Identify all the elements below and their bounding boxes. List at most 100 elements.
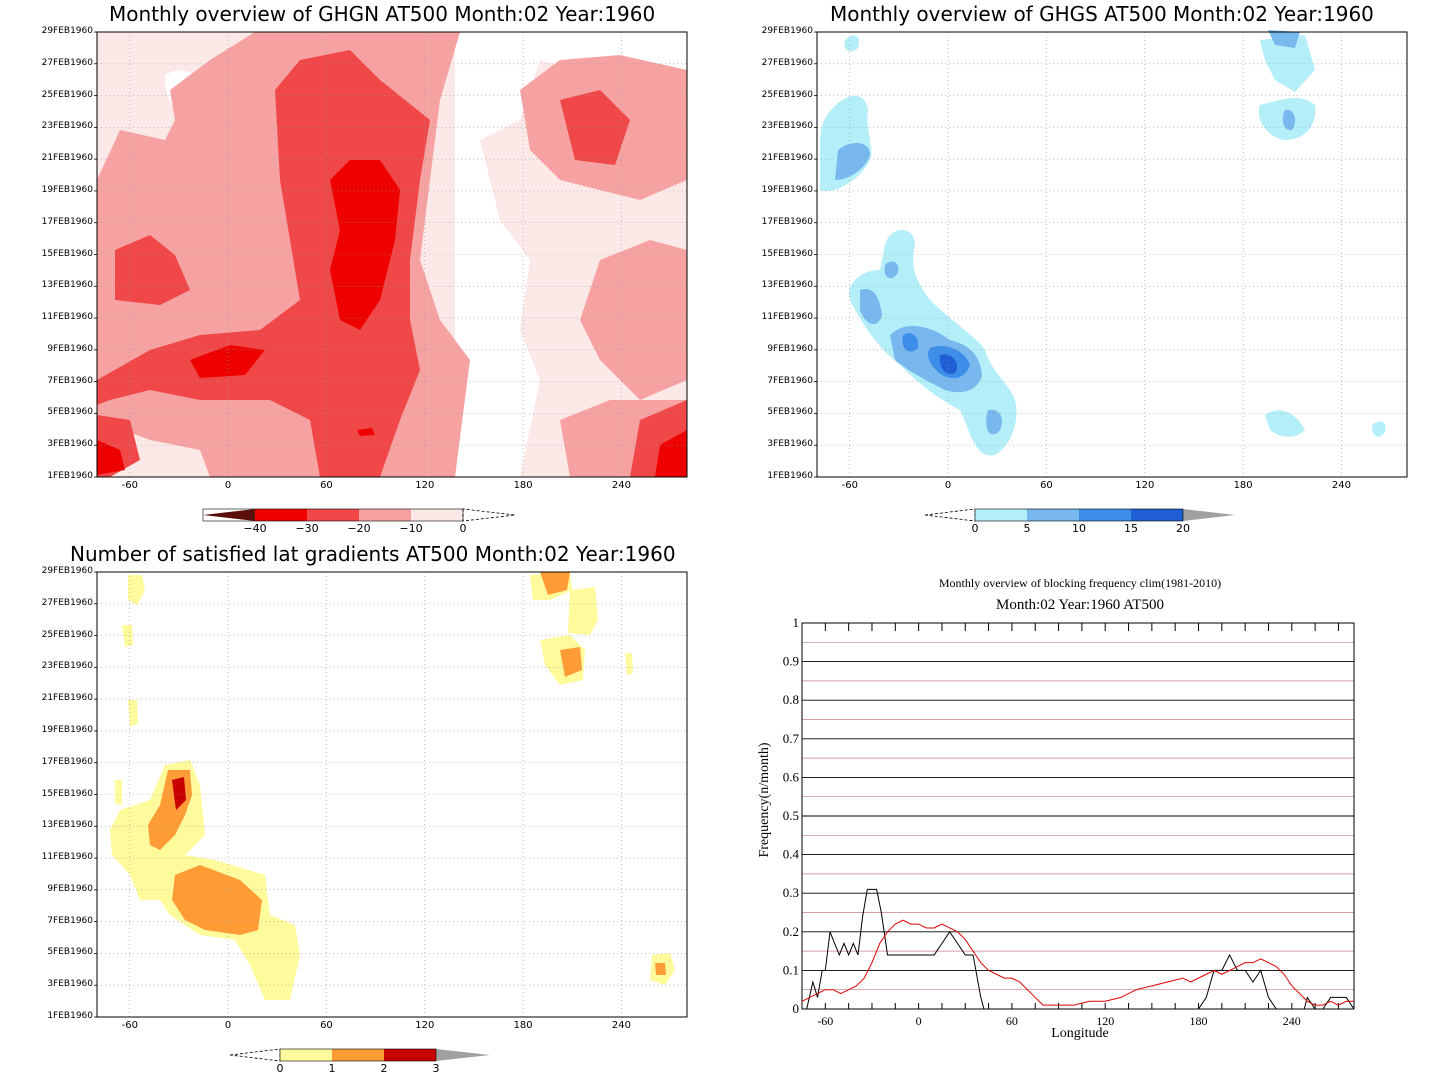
frequency-ytick-label: 0.9 [783, 654, 799, 669]
ghgn-colorbar-label: −40 [243, 522, 267, 535]
ghgs-xtick-label: -60 [841, 480, 858, 491]
ghgn-ytick-label: 3FEB1960 [47, 439, 93, 450]
ghgs-colorbar-label: 5 [1023, 522, 1031, 535]
gradients-colorbar-label: 3 [432, 1062, 440, 1075]
ghgs-xtick-label: 240 [1331, 480, 1351, 491]
gradients-plot [94, 571, 688, 1062]
gradients-ytick-label: 25FEB1960 [41, 629, 93, 640]
ghgs-ytick-label: 17FEB1960 [761, 216, 813, 227]
ghgn-ytick-label: 25FEB1960 [41, 89, 93, 100]
gradients-xtick-label: 60 [320, 1020, 333, 1031]
gradients-ytick-label: 17FEB1960 [41, 756, 93, 767]
frequency-ytick-label: 1 [793, 615, 800, 630]
ghgs-xtick-label: 180 [1233, 480, 1253, 491]
ghgn-contour-strong-2 [190, 345, 265, 378]
gradients-xtick-label: 0 [224, 1020, 232, 1031]
gradients-ytick-label: 21FEB1960 [41, 693, 93, 704]
frequency-ytick-label: 0.2 [783, 924, 799, 939]
ghgn-ytick-label: 21FEB1960 [41, 153, 93, 164]
gradients-ytick-label: 15FEB1960 [41, 788, 93, 799]
ghgn-contour-white [455, 32, 687, 477]
frequency-ytick-label: 0.7 [783, 731, 800, 746]
frequency-series-climatology [801, 919, 1354, 1006]
ghgs-ytick-label: 21FEB1960 [761, 153, 813, 164]
ghgn-contour-strong-4 [655, 430, 687, 477]
panel-frequency: Monthly overview of blocking frequency c… [720, 545, 1440, 1091]
ghgn-plot [94, 31, 688, 522]
ghgn-cb-4 [411, 509, 463, 521]
gradients-xtick-label: -60 [121, 1020, 138, 1031]
ghgs-ytick-label: 15FEB1960 [761, 248, 813, 259]
gradients-ytick-label: 13FEB1960 [41, 820, 93, 831]
panel-ghgs: Monthly overview of GHGS AT500 Month:02 … [720, 0, 1440, 545]
ghgs-title: Monthly overview of GHGS AT500 Month:02 … [830, 2, 1374, 26]
ghgs-plot [814, 30, 1408, 522]
gradients-xtick-label: 180 [513, 1020, 533, 1031]
ghgs-xtick-label: 120 [1135, 480, 1155, 491]
ghgn-cb-2 [307, 509, 359, 521]
ghgs-ytick-label: 3FEB1960 [767, 439, 813, 450]
frequency-series-monthly [802, 888, 1355, 1010]
ghgn-contour-strong [330, 160, 400, 330]
ghgs-ytick-label: 11FEB1960 [761, 312, 813, 323]
frequency-ytick-label: 0.4 [783, 847, 800, 862]
gradients-ytick-label: 23FEB1960 [41, 661, 93, 672]
frequency-xtick-label: 120 [1096, 1014, 1114, 1028]
ghgs-ytick-label: 19FEB1960 [761, 184, 813, 195]
ghgn-xtick-label: 240 [611, 480, 631, 491]
ghgn-ytick-label: 17FEB1960 [41, 216, 93, 227]
ghgn-ytick-label: 7FEB1960 [47, 375, 93, 386]
ghgn-xtick-label: 120 [415, 480, 435, 491]
gradients-colorbar [229, 1048, 490, 1062]
ghgn-ytick-label: 1FEB1960 [47, 471, 93, 481]
ghgs-colorbar-label: 20 [1176, 522, 1190, 535]
ghgn-ytick-label: 23FEB1960 [41, 121, 93, 132]
ghgs-ytick-label: 23FEB1960 [761, 121, 813, 132]
ghgs-colorbar-label: 15 [1124, 522, 1138, 535]
ghgn-xtick-label: 60 [320, 480, 333, 491]
ghgn-cb-3 [359, 509, 411, 521]
ghgs-ytick-label: 7FEB1960 [767, 375, 813, 386]
frequency-ytick-label: 0.6 [783, 769, 800, 784]
frequency-ytick-label: 0.3 [783, 885, 799, 900]
frequency-xtick-label: 0 [916, 1014, 922, 1028]
ghgn-colorbar-label: 0 [459, 522, 467, 535]
ghgn-contour-strong-3 [97, 440, 125, 475]
ghgn-contour-red [97, 50, 430, 477]
gradients-colorbar-label: 1 [328, 1062, 336, 1075]
ghgn-ytick-label: 15FEB1960 [41, 248, 93, 259]
frequency-ytick-label: 0.8 [783, 692, 799, 707]
ghgs-ytick-label: 25FEB1960 [761, 89, 813, 100]
gradients-colorbar-label: 2 [380, 1062, 388, 1075]
frequency-title: Monthly overview of blocking frequency c… [938, 576, 1222, 590]
ghgn-cb-5 [462, 508, 516, 522]
frequency-ytick-label: 0.1 [783, 962, 799, 977]
ghgn-cb-0 [203, 509, 255, 521]
frequency-xtick-label: -60 [817, 1014, 833, 1028]
gradients-ytick-label: 5FEB1960 [47, 947, 93, 958]
gradients-ytick-label: 11FEB1960 [41, 852, 93, 863]
ghgn-ytick-label: 19FEB1960 [41, 184, 93, 195]
ghgn-contour-red-2 [115, 235, 190, 305]
panel-ghgn: Monthly overview of GHGN AT500 Month:02 … [0, 0, 720, 545]
gradients-ytick-label: 9FEB1960 [47, 883, 93, 894]
frequency-xtick-label: 180 [1190, 1014, 1208, 1028]
ghgn-ytick-label: 27FEB1960 [41, 57, 93, 68]
frequency-xtick-label: 240 [1283, 1014, 1301, 1028]
ghgn-contour-strong-5 [357, 428, 375, 436]
ghgn-ytick-label: 13FEB1960 [41, 280, 93, 291]
ghgs-ytick-label: 29FEB1960 [761, 26, 813, 36]
ghgn-ytick-label: 11FEB1960 [41, 312, 93, 323]
ghgn-colorbar-label: −10 [399, 522, 423, 535]
ghgs-ytick-label: 1FEB1960 [767, 471, 813, 481]
frequency-ytick-label: 0 [793, 1001, 800, 1016]
frequency-xtick-label: 60 [1006, 1014, 1018, 1028]
ghgn-contour-red-3 [560, 90, 630, 165]
gradients-ytick-label: 29FEB1960 [41, 566, 93, 576]
ghgn-xtick-label: 180 [513, 480, 533, 491]
gradients-ytick-label: 19FEB1960 [41, 724, 93, 735]
frequency-subtitle: Month:02 Year:1960 AT500 [996, 597, 1164, 613]
ghgs-xtick-label: 0 [944, 480, 952, 491]
gradients-ytick-label: 27FEB1960 [41, 597, 93, 608]
ghgs-ytick-label: 27FEB1960 [761, 57, 813, 68]
